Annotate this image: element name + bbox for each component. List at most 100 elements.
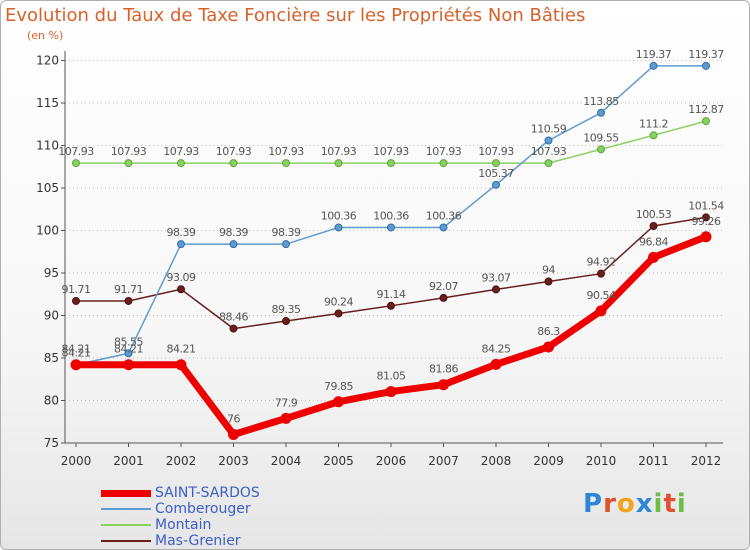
point-comberouger-2009 [544, 136, 553, 145]
point-montain-2002 [177, 159, 185, 168]
data-label-montain-2003: 107.93 [216, 145, 252, 158]
data-label-mas_grenier-2011: 100.53 [636, 208, 672, 221]
data-label-comberouger-2004: 98.39 [272, 226, 301, 239]
logo-letter: P [583, 489, 604, 519]
point-saint_sardos-2004 [280, 412, 292, 424]
logo-letter: t [663, 489, 677, 519]
series-layer [70, 61, 712, 440]
legend-item-comberouger: Comberouger [101, 501, 341, 517]
y-tick-label-75: 75 [44, 436, 59, 450]
data-label-comberouger-2012: 119.37 [688, 48, 724, 61]
data-label-saint_sardos-2000: 84.21 [62, 343, 91, 356]
point-mas_grenier-2000 [72, 296, 80, 305]
x-tick-label-2009: 2009 [533, 454, 564, 468]
point-saint_sardos-2007 [438, 379, 449, 391]
data-label-comberouger-2007: 100.36 [426, 209, 462, 222]
data-label-comberouger-2006: 100.36 [373, 209, 409, 222]
data-label-comberouger-2009: 110.59 [531, 122, 567, 135]
point-montain-2000 [72, 159, 80, 168]
data-label-saint_sardos-2001: 84.21 [114, 343, 143, 356]
point-montain-2007 [439, 159, 448, 168]
legend-label-mas_grenier: Mas-Grenier [155, 533, 241, 549]
data-label-mas_grenier-2003: 88.46 [219, 311, 248, 324]
point-saint_sardos-2002 [175, 359, 187, 371]
data-label-mas_grenier-2012: 101.54 [688, 199, 724, 212]
point-comberouger-2001 [124, 349, 133, 358]
data-label-mas_grenier-2002: 93.09 [167, 271, 196, 284]
point-comberouger-2010 [597, 108, 605, 117]
point-comberouger-2003 [229, 240, 238, 249]
legend-swatch-comberouger [101, 508, 151, 510]
legend-swatch-mas_grenier [101, 540, 151, 542]
data-label-saint_sardos-2007: 81.86 [429, 363, 458, 376]
data-label-saint_sardos-2011: 96.84 [639, 235, 668, 248]
point-montain-2004 [282, 159, 290, 168]
point-montain-2005 [334, 159, 343, 168]
point-mas_grenier-2007 [439, 293, 448, 302]
logo-letter: r [603, 489, 617, 519]
logo-letter: o [616, 489, 636, 519]
line-chart: 75 80 85 90 95 100 105 110 115 120 2000 2001 2002 200… [36, 48, 725, 468]
point-mas_grenier-2005 [334, 309, 343, 318]
legend-item-montain: Montain [101, 517, 341, 533]
data-label-mas_grenier-2008: 93.07 [482, 271, 511, 284]
point-mas_grenier-2009 [544, 277, 553, 286]
data-label-comberouger-2000: 84.21 [62, 347, 91, 360]
point-comberouger-2008 [492, 180, 500, 189]
y-tick-label-120: 120 [36, 54, 59, 68]
data-label-montain-2009: 107.93 [531, 145, 567, 158]
point-saint_sardos-2011 [648, 251, 659, 263]
point-comberouger-2004 [282, 240, 290, 249]
point-mas_grenier-2011 [649, 221, 658, 230]
axis-layer: 75 80 85 90 95 100 105 110 115 120 2000 2001 2002 200… [36, 51, 723, 468]
data-label-saint_sardos-2010: 90.54 [587, 289, 616, 302]
point-comberouger-2007 [439, 223, 448, 232]
y-tick-label-105: 105 [36, 181, 59, 195]
point-mas_grenier-2010 [597, 269, 605, 278]
data-label-comberouger-2001: 85.55 [114, 335, 143, 348]
point-montain-2003 [229, 159, 238, 168]
point-montain-2009 [544, 159, 553, 168]
point-saint_sardos-2000 [70, 359, 82, 371]
data-label-montain-2008: 107.93 [478, 145, 514, 158]
point-montain-2010 [597, 145, 605, 154]
logo-letter: i [676, 489, 687, 519]
data-label-montain-2002: 107.93 [163, 145, 199, 158]
logo-letter: x [635, 489, 654, 519]
y-tick-label-95: 95 [44, 266, 59, 280]
x-tick-label-2006: 2006 [376, 454, 407, 468]
data-label-montain-2010: 109.55 [583, 131, 619, 144]
point-comberouger-2005 [334, 223, 343, 232]
data-label-montain-2004: 107.93 [268, 145, 304, 158]
point-montain-2001 [124, 159, 133, 168]
data-label-comberouger-2005: 100.36 [321, 209, 357, 222]
y-tick-label-90: 90 [44, 309, 59, 323]
data-label-saint_sardos-2003: 76 [227, 413, 240, 426]
data-label-comberouger-2008: 105.37 [478, 167, 514, 180]
point-saint_sardos-2003 [228, 429, 239, 440]
point-mas_grenier-2012 [702, 213, 710, 222]
data-label-mas_grenier-2010: 94.92 [587, 256, 616, 269]
data-label-montain-2006: 107.93 [373, 145, 409, 158]
data-label-saint_sardos-2002: 84.21 [167, 343, 196, 356]
point-saint_sardos-2005 [333, 396, 344, 408]
data-label-saint_sardos-2008: 84.25 [482, 342, 511, 355]
x-tick-label-2005: 2005 [323, 454, 354, 468]
data-label-mas_grenier-2007: 92.07 [429, 280, 458, 293]
data-label-mas_grenier-2000: 91.71 [62, 283, 91, 296]
point-saint_sardos-2009 [543, 341, 554, 353]
x-tick-label-2010: 2010 [586, 454, 617, 468]
point-comberouger-2012 [702, 61, 710, 70]
x-tick-label-2002: 2002 [166, 454, 197, 468]
point-montain-2012 [702, 117, 710, 126]
data-label-montain-2005: 107.93 [321, 145, 357, 158]
data-label-montain-2001: 107.93 [111, 145, 147, 158]
data-label-saint_sardos-2012: 99.26 [692, 215, 721, 228]
x-tick-label-2004: 2004 [271, 454, 302, 468]
y-axis-unit-label: (en %) [27, 29, 64, 42]
point-comberouger-2002 [177, 240, 185, 249]
chart-title: Evolution du Taux de Taxe Foncière sur l… [5, 5, 586, 26]
data-label-montain-2012: 112.87 [688, 103, 724, 116]
data-label-mas_grenier-2001: 91.71 [114, 283, 143, 296]
